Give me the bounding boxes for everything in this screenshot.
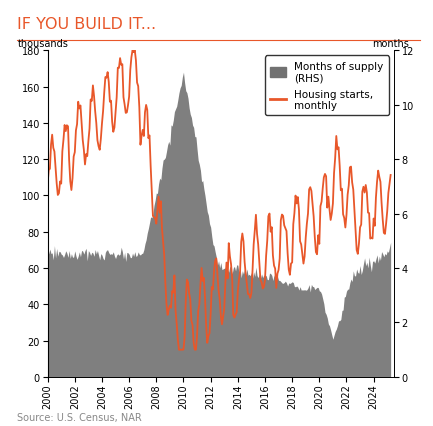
- Legend: Months of supply
(RHS), Housing starts,
monthly: Months of supply (RHS), Housing starts, …: [265, 56, 389, 116]
- Text: thousands: thousands: [17, 39, 68, 49]
- Text: Source: U.S. Census, NAR: Source: U.S. Census, NAR: [17, 412, 142, 422]
- Text: months: months: [372, 39, 409, 49]
- Text: IF YOU BUILD IT...: IF YOU BUILD IT...: [17, 17, 156, 32]
